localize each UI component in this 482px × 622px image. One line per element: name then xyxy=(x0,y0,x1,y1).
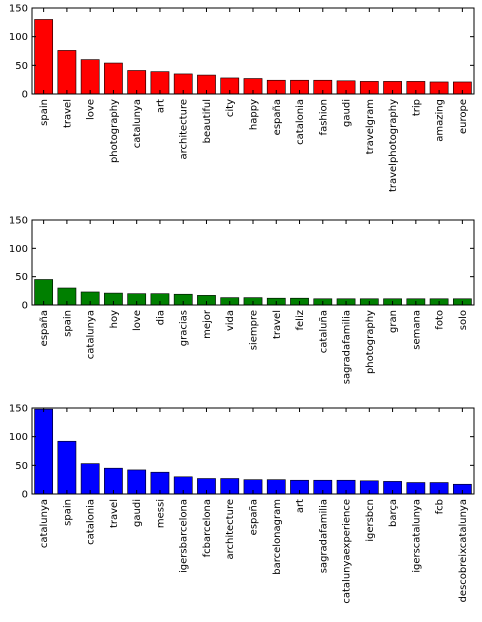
x-tick-label: barça xyxy=(388,499,399,527)
chart-panel-3: 0 50 100 150 catalunya spain catalonia travel ga… xyxy=(9,404,475,604)
x-tick-label: gaudi xyxy=(342,99,353,127)
x-tick-label: spain xyxy=(62,310,73,337)
x-tick-label: sagradafamilia xyxy=(342,310,353,384)
x-tick-label: catalonia xyxy=(295,99,306,145)
x-tick-label: vida xyxy=(225,310,236,331)
bar-catalonia xyxy=(80,463,100,495)
y-tick-label: 100 xyxy=(9,244,28,255)
bar-spain xyxy=(34,19,54,95)
x-tick-label: españa xyxy=(272,99,283,135)
x-tick-label: love xyxy=(132,310,143,331)
x-tick-label: architecture xyxy=(225,499,236,560)
y-tick-label: 100 xyxy=(9,32,28,43)
x-tick-label: spain xyxy=(39,99,50,126)
x-tick-label: españa xyxy=(249,499,260,535)
x-tick-label: photography xyxy=(365,310,376,374)
y-tick-label: 0 xyxy=(22,90,28,101)
x-tick-label: travelphotography xyxy=(388,99,399,192)
x-tick-label: dia xyxy=(155,310,166,325)
x-tick-label: siempre xyxy=(249,310,260,350)
bar-travel xyxy=(57,50,77,95)
x-tick-label: amazing xyxy=(435,99,446,142)
x-tick-label: spain xyxy=(62,499,73,526)
x-tick-label: travel xyxy=(109,499,120,528)
x-tick-label: architecture xyxy=(179,99,190,160)
x-tick-label: semana xyxy=(411,310,422,350)
y-tick-label: 50 xyxy=(15,461,28,472)
x-tick-label: catalunya xyxy=(132,99,143,148)
y-tick-label: 150 xyxy=(9,216,28,227)
x-tick-label: fcbarcelona xyxy=(202,499,213,557)
x-tick-label: barcelonagram xyxy=(272,499,283,575)
x-tick-label: españa xyxy=(39,310,50,346)
x-tick-label: messi xyxy=(155,499,166,528)
x-tick-label: igersbcn xyxy=(365,499,376,542)
x-tick-label: catalunya xyxy=(86,310,97,359)
x-tick-label: art xyxy=(155,99,166,113)
bar-photography xyxy=(104,62,123,95)
x-tick-label: trip xyxy=(411,99,422,116)
y-tick-label: 0 xyxy=(22,301,28,312)
x-tick-label: fcb xyxy=(435,499,446,514)
y-tick-label: 50 xyxy=(15,61,28,72)
chart-panel-2: 0 50 100 150 españa spain catalunya hoy love dia g… xyxy=(9,216,475,384)
x-tick-label: sagradafamilia xyxy=(318,499,329,573)
x-tick-label: happy xyxy=(249,99,260,130)
x-tick-label: fashion xyxy=(318,99,329,135)
x-tick-label: catalunya xyxy=(39,499,50,548)
x-tick-label: travel xyxy=(272,310,283,339)
x-tick-label: europe xyxy=(458,99,469,134)
x-tick-label: hoy xyxy=(109,310,120,328)
chart-panel-1: 0 50 100 150 spain travel love photography catal… xyxy=(9,4,475,192)
y-tick-label: 100 xyxy=(9,432,28,443)
x-tick-label: feliz xyxy=(295,310,306,330)
x-tick-label: gaudi xyxy=(132,499,143,527)
x-tick-label: gracias xyxy=(179,310,190,346)
bar-catalunya xyxy=(34,408,54,495)
bar-love xyxy=(80,59,100,95)
x-tick-label: art xyxy=(295,499,306,513)
x-tick-label: city xyxy=(225,99,236,117)
x-tick-label: solo xyxy=(458,310,469,330)
x-tick-label: igerscatalunya xyxy=(411,499,422,573)
y-tick-label: 0 xyxy=(22,490,28,501)
x-tick-label: foto xyxy=(435,310,446,330)
x-tick-label: travel xyxy=(62,99,73,128)
x-tick-label: mejor xyxy=(202,309,213,339)
x-tick-label: igersbarcelona xyxy=(179,499,190,573)
x-tick-label: catalunyaexperience xyxy=(342,499,353,604)
x-tick-label: love xyxy=(86,99,97,120)
x-tick-label: gran xyxy=(388,310,399,333)
x-tick-label: travelgram xyxy=(365,99,376,154)
x-tick-label: catalonia xyxy=(86,499,97,545)
x-tick-label: beautiful xyxy=(202,99,213,143)
bar-spain xyxy=(57,440,77,495)
y-tick-label: 150 xyxy=(9,4,28,15)
x-tick-label: descobreixcatalunya xyxy=(458,499,469,602)
x-tick-label: photography xyxy=(109,99,120,163)
y-tick-label: 150 xyxy=(9,404,28,415)
y-tick-label: 50 xyxy=(15,272,28,283)
x-tick-label: cataluña xyxy=(318,310,329,353)
